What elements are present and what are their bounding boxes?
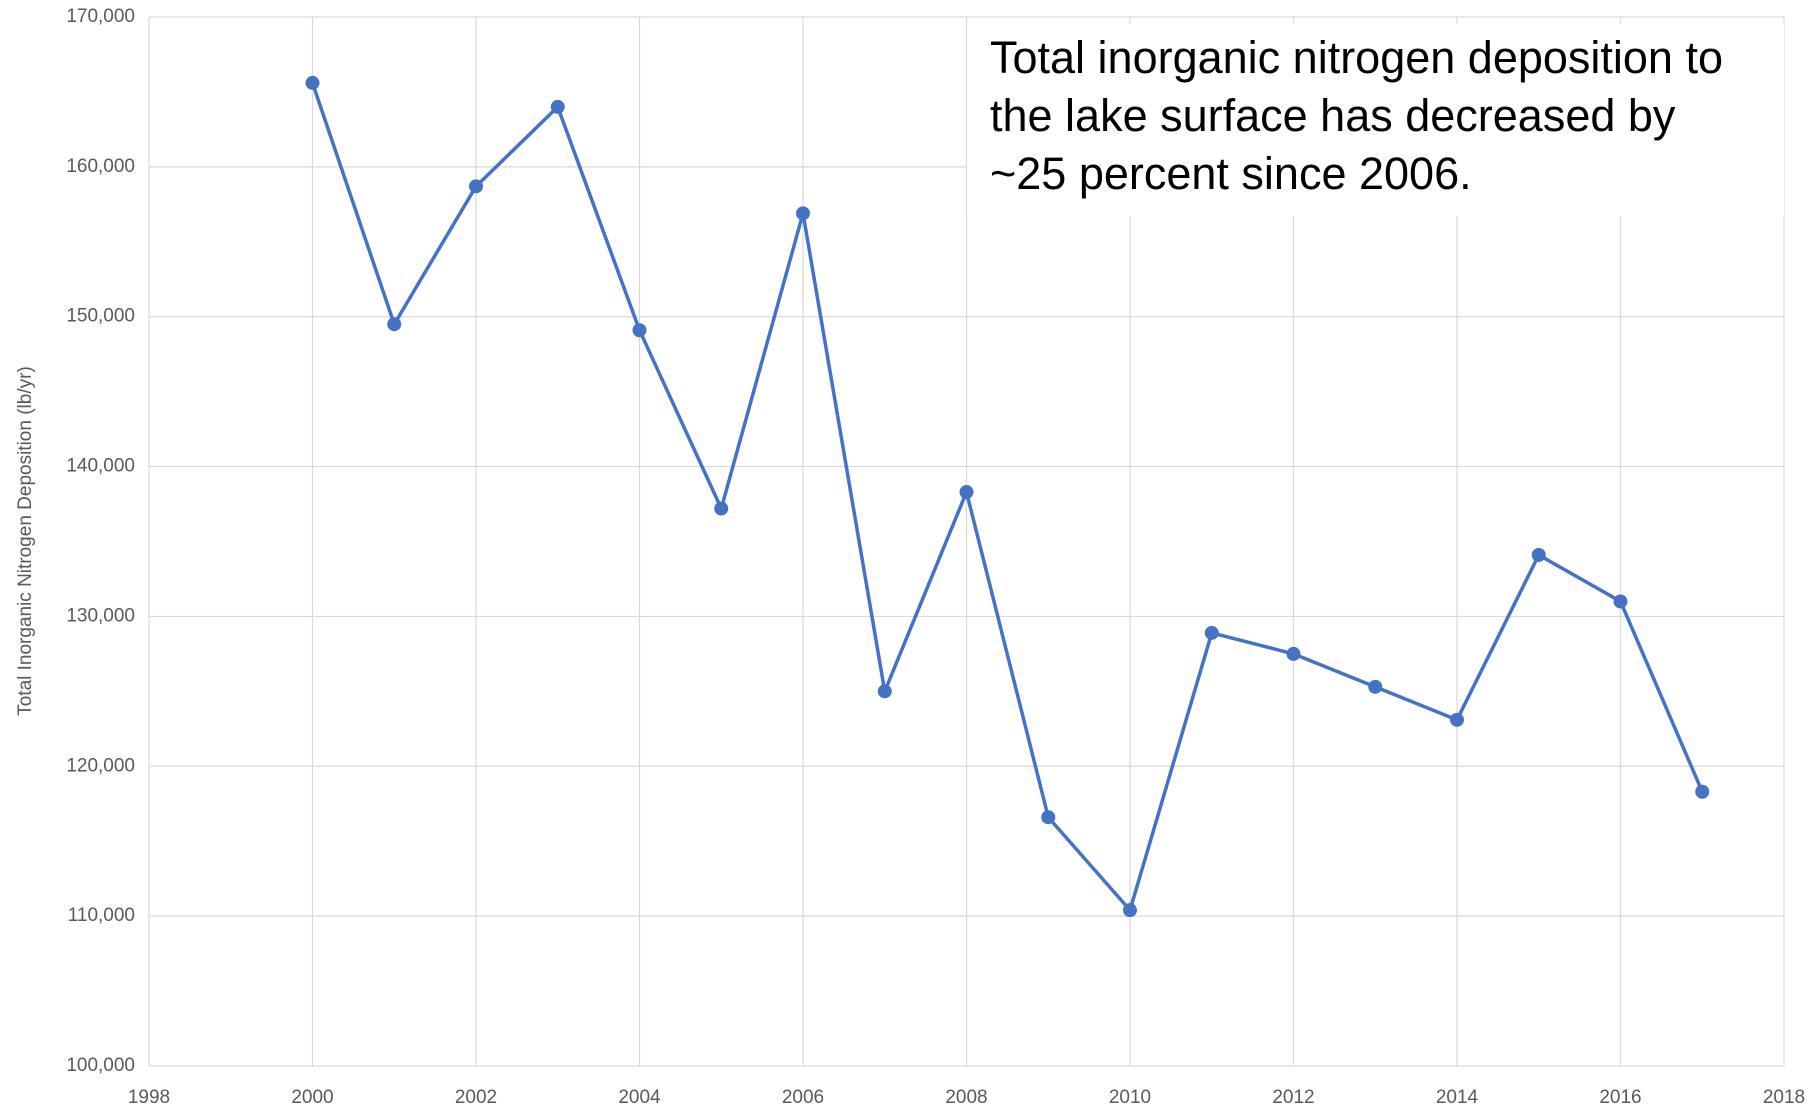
data-point <box>796 206 810 221</box>
x-tick-label: 2002 <box>455 1087 497 1104</box>
data-point <box>1286 646 1301 661</box>
data-point <box>632 323 647 338</box>
data-point <box>1123 903 1137 918</box>
data-point <box>305 75 320 90</box>
annotation: the lake surface has decreased by <box>990 90 1676 141</box>
data-point <box>959 485 974 500</box>
y-tick-label: 170,000 <box>66 6 135 27</box>
x-tick-label: 1998 <box>128 1087 170 1104</box>
y-tick-label: 130,000 <box>66 605 135 626</box>
data-point <box>1450 712 1464 727</box>
annotation: Total inorganic nitrogen deposition to <box>990 32 1723 83</box>
data-point <box>1368 679 1383 694</box>
x-tick-label: 2006 <box>782 1087 824 1104</box>
data-point <box>1695 784 1710 799</box>
annotation: ~25 percent since 2006. <box>990 148 1472 199</box>
y-tick-label: 150,000 <box>66 306 135 327</box>
data-line <box>310 82 1704 912</box>
x-tick-label: 2012 <box>1272 1087 1314 1104</box>
y-tick-label: 120,000 <box>66 755 135 776</box>
data-point <box>469 179 483 194</box>
annotation-box <box>967 24 1784 216</box>
x-tick-label: 2014 <box>1436 1087 1479 1104</box>
x-tick-label: 2016 <box>1599 1087 1641 1104</box>
y-axis-label: Total Inorganic Nitrogen Deposition (lb/… <box>15 366 36 716</box>
y-tick-label: 110,000 <box>68 905 135 926</box>
x-tick-label: 2008 <box>945 1087 987 1104</box>
data-point <box>1204 625 1219 640</box>
plot <box>305 75 1710 918</box>
data-point <box>1613 594 1628 609</box>
data-point <box>1531 547 1546 562</box>
x-tick-label: 2000 <box>291 1087 333 1104</box>
x-tick-label: 2018 <box>1763 1087 1805 1104</box>
y-tick-label: 100,000 <box>66 1055 135 1076</box>
data-point <box>550 99 565 114</box>
data-point <box>877 684 892 699</box>
x-tick-label: 2010 <box>1109 1087 1151 1104</box>
y-tick-label: 160,000 <box>66 156 135 177</box>
data-point <box>387 317 402 332</box>
data-point <box>714 501 729 516</box>
x-tick-label: 2004 <box>618 1087 661 1104</box>
y-tick-label: 140,000 <box>66 456 135 477</box>
data-point <box>1041 810 1056 825</box>
